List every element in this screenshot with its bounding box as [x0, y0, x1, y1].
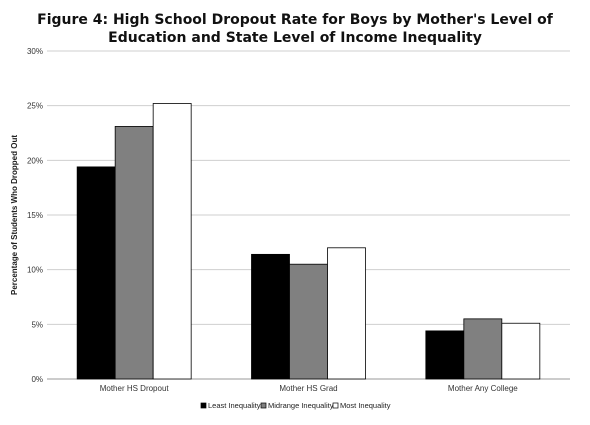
bar: [114, 126, 154, 380]
y-axis-title: Percentage of Students Who Dropped Out: [10, 135, 19, 295]
bars: [76, 103, 541, 380]
legend-label: Least Inequality: [208, 401, 261, 410]
bar: [76, 166, 116, 380]
y-tick-label: 10%: [27, 266, 43, 275]
legend-label: Midrange Inequality: [268, 401, 334, 410]
y-axis-title: Percentage of Students Who Dropped Out: [10, 135, 19, 295]
legend-swatch: [260, 402, 267, 409]
chart-title-line: Education and State Level of Income Ineq…: [108, 30, 482, 46]
legend: Least Inequality Midrange Inequality Most …: [200, 401, 391, 410]
bar: [289, 263, 328, 380]
bar: [463, 318, 503, 380]
chart-title: Figure 4: High School Dropout Rate for B…: [37, 12, 554, 46]
x-category-label: Mother HS Grad: [279, 384, 337, 393]
x-category-label: Mother Any College: [448, 384, 518, 393]
legend-swatch: [200, 402, 207, 409]
y-tick-label: 15%: [27, 211, 43, 220]
y-axis-ticks: 0% 5% 10% 15% 20% 25% 30%: [27, 47, 43, 384]
bar: [425, 330, 465, 380]
bar: [251, 253, 290, 380]
bar: [152, 103, 192, 380]
x-category-label: Mother HS Dropout: [100, 384, 170, 393]
y-tick-label: 5%: [31, 320, 43, 329]
y-tick-label: 0%: [31, 375, 43, 384]
x-axis-categories: Mother HS Dropout Mother HS Grad Mother An…: [100, 384, 519, 393]
y-tick-label: 30%: [27, 47, 43, 56]
chart-title-line: Figure 4: High School Dropout Rate for B…: [37, 12, 554, 28]
y-tick-label: 20%: [27, 156, 43, 165]
bar: [327, 247, 366, 380]
legend-label: Most Inequality: [340, 401, 391, 410]
legend-swatch: [332, 402, 339, 409]
bar: [501, 322, 541, 380]
y-tick-label: 25%: [27, 102, 43, 111]
